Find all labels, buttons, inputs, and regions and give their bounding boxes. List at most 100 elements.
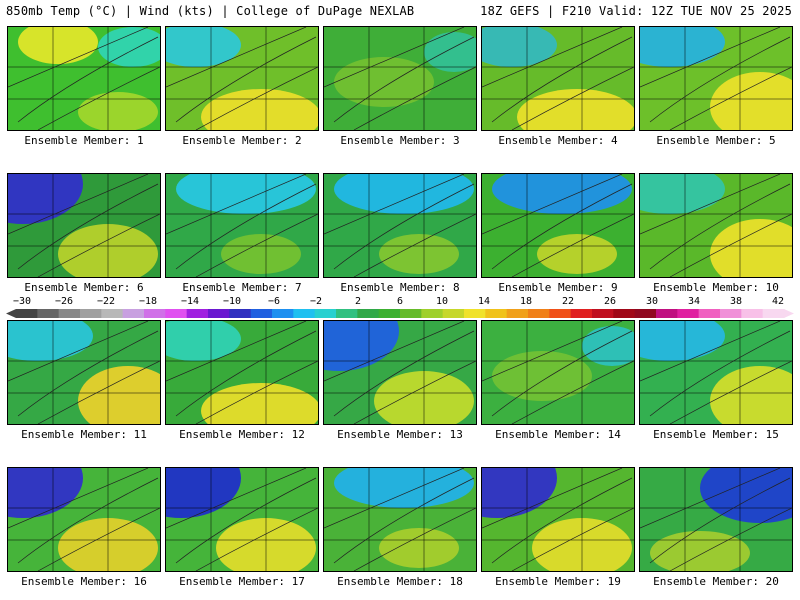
legend-tick-label: −22 xyxy=(96,296,116,307)
ensemble-map-11 xyxy=(7,320,161,425)
legend-swatch xyxy=(272,309,294,318)
legend-swatch xyxy=(122,309,145,318)
ensemble-member-label: Ensemble Member: 14 xyxy=(495,428,621,441)
ensemble-map-18 xyxy=(323,467,477,572)
ensemble-member-label: Ensemble Member: 15 xyxy=(653,428,779,441)
temperature-field xyxy=(166,27,318,130)
legend-swatch xyxy=(16,309,38,318)
ensemble-map-2 xyxy=(165,26,319,131)
legend-tick-label: −30 xyxy=(12,296,32,307)
ensemble-map-15 xyxy=(639,320,793,425)
legend-swatch xyxy=(378,309,401,318)
legend-swatch xyxy=(208,309,230,318)
legend-tick-label: 42 xyxy=(771,296,785,307)
temperature-field xyxy=(324,27,476,130)
legend-swatch xyxy=(336,309,358,318)
ensemble-map-8 xyxy=(323,173,477,278)
legend-swatch xyxy=(549,309,572,318)
ensemble-map-14 xyxy=(481,320,635,425)
legend-swatch xyxy=(400,309,422,318)
ensemble-member-label: Ensemble Member: 10 xyxy=(653,281,779,294)
temperature-field xyxy=(8,468,160,571)
legend-tick-label: 10 xyxy=(435,296,449,307)
legend-swatch xyxy=(80,309,102,318)
legend-tick-label: −18 xyxy=(138,296,158,307)
legend-tick-label: −6 xyxy=(267,296,281,307)
temperature-field xyxy=(640,468,792,571)
legend-swatch xyxy=(293,309,316,318)
temperature-legend: −30 −26 −22 −18 −14 −10 −6 −2 2 6 10 14 18 22 26 30 34 38… xyxy=(6,296,794,322)
legend-swatch xyxy=(442,309,465,318)
legend-swatch xyxy=(677,309,700,318)
temperature-field xyxy=(640,27,792,130)
legend-tick-label: 38 xyxy=(729,296,743,307)
temperature-field xyxy=(8,321,160,424)
ensemble-map-16 xyxy=(7,467,161,572)
temperature-field xyxy=(324,174,476,277)
valid-time: 18Z GEFS | F210 Valid: 12Z TUE NOV 25 20… xyxy=(480,4,792,18)
ensemble-map-17 xyxy=(165,467,319,572)
legend-swatch xyxy=(58,309,81,318)
legend-tick-label: 22 xyxy=(561,296,575,307)
legend-tick-label: −26 xyxy=(54,296,74,307)
legend-swatch xyxy=(762,309,785,318)
ensemble-map-5 xyxy=(639,26,793,131)
legend-tick-label: 2 xyxy=(354,296,362,307)
ensemble-member-label: Ensemble Member: 20 xyxy=(653,575,779,588)
ensemble-map-12 xyxy=(165,320,319,425)
ensemble-member-label: Ensemble Member: 1 xyxy=(24,134,144,147)
ensemble-member-label: Ensemble Member: 2 xyxy=(182,134,302,147)
ensemble-map-4 xyxy=(481,26,635,131)
legend-tick-label: −14 xyxy=(180,296,200,307)
legend-swatch xyxy=(250,309,273,318)
legend-tick-label: 26 xyxy=(603,296,617,307)
ensemble-map-10 xyxy=(639,173,793,278)
legend-swatch xyxy=(464,309,486,318)
legend-tick-label: 6 xyxy=(396,296,404,307)
ensemble-member-label: Ensemble Member: 3 xyxy=(340,134,460,147)
legend-tick-label: 14 xyxy=(477,296,491,307)
legend-swatch xyxy=(613,309,636,318)
legend-swatch xyxy=(570,309,593,318)
temperature-field xyxy=(640,321,792,424)
legend-tick-label: 34 xyxy=(687,296,701,307)
legend-tick-labels: −30 −26 −22 −18 −14 −10 −6 −2 2 6 10 14 18 22 26 30 34 38… xyxy=(6,296,794,308)
ensemble-member-label: Ensemble Member: 11 xyxy=(21,428,147,441)
legend-arrow xyxy=(6,309,16,318)
ensemble-map-20 xyxy=(639,467,793,572)
legend-swatch xyxy=(37,309,60,318)
legend-swatch xyxy=(101,309,124,318)
ensemble-member-label: Ensemble Member: 9 xyxy=(498,281,618,294)
ensemble-member-label: Ensemble Member: 12 xyxy=(179,428,305,441)
legend-swatch xyxy=(634,309,657,318)
ensemble-member-label: Ensemble Member: 16 xyxy=(21,575,147,588)
legend-swatch xyxy=(592,309,614,318)
temperature-field xyxy=(482,174,634,277)
temperature-field xyxy=(640,174,792,277)
ensemble-map-19 xyxy=(481,467,635,572)
temperature-field xyxy=(482,27,634,130)
legend-swatch xyxy=(485,309,508,318)
legend-swatch xyxy=(506,309,529,318)
ensemble-member-label: Ensemble Member: 6 xyxy=(24,281,144,294)
temperature-field xyxy=(324,468,476,571)
ensemble-map-9 xyxy=(481,173,635,278)
temperature-field xyxy=(166,468,318,571)
legend-tick-label: −2 xyxy=(309,296,323,307)
ensemble-map-6 xyxy=(7,173,161,278)
ensemble-member-label: Ensemble Member: 7 xyxy=(182,281,302,294)
ensemble-member-label: Ensemble Member: 4 xyxy=(498,134,618,147)
legend-swatch xyxy=(741,309,764,318)
temperature-field xyxy=(482,321,634,424)
legend-swatch xyxy=(314,309,337,318)
legend-swatch xyxy=(720,309,742,318)
legend-swatch xyxy=(186,309,209,318)
temperature-field xyxy=(8,174,160,277)
legend-swatch xyxy=(698,309,721,318)
temperature-field xyxy=(482,468,634,571)
legend-swatch xyxy=(656,309,678,318)
ensemble-member-label: Ensemble Member: 13 xyxy=(337,428,463,441)
temperature-field xyxy=(8,27,160,130)
legend-swatch xyxy=(144,309,166,318)
ensemble-member-label: Ensemble Member: 17 xyxy=(179,575,305,588)
